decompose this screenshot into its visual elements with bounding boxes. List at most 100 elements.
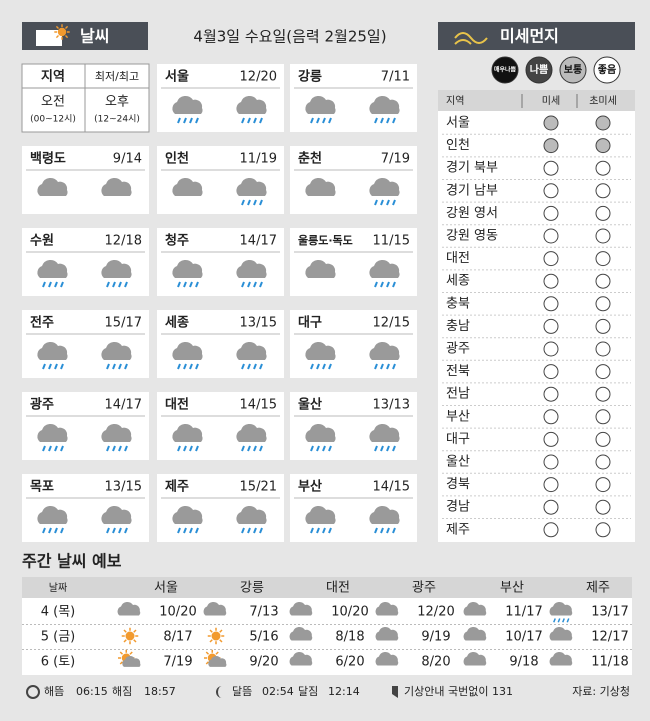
city-temp: 15/17 xyxy=(105,316,142,331)
city-name: 수원 xyxy=(30,234,54,249)
dust-icon xyxy=(454,32,488,45)
dust-pm10 xyxy=(543,296,559,312)
city-name: 전주 xyxy=(30,315,54,331)
sunrise-label: 해뜸 xyxy=(44,684,64,698)
weekly-title: 주간 날씨 예보 xyxy=(22,552,122,571)
dust-region: 세종 xyxy=(446,274,470,289)
dust-region: 경기 북부 xyxy=(446,161,498,176)
dust-pm25 xyxy=(595,228,611,244)
city-temp: 14/15 xyxy=(240,398,277,413)
dust-pm10 xyxy=(543,183,559,199)
weekly-temp: 6/20 xyxy=(335,655,364,670)
dust-pm10 xyxy=(543,160,559,176)
weekly-temp: 10/20 xyxy=(159,605,196,620)
city-card xyxy=(22,146,149,214)
city-temp: 13/15 xyxy=(240,316,277,331)
weekly-column: 부산 xyxy=(500,581,524,596)
dust-pm10 xyxy=(543,341,559,357)
city-temp: 14/15 xyxy=(373,480,410,495)
city-temp: 7/11 xyxy=(381,70,410,85)
weekly-column: 날짜 xyxy=(49,582,67,594)
weekly-temp: 12/20 xyxy=(417,605,454,620)
sunrise: 06:15 xyxy=(76,685,108,698)
dust-panel xyxy=(438,90,635,542)
city-temp: 12/15 xyxy=(373,316,410,331)
legend-pm-hours: (12~24시) xyxy=(94,114,140,125)
dust-pm10 xyxy=(543,431,559,447)
moonset-label: 달짐 xyxy=(298,685,318,698)
info-icon xyxy=(392,686,398,698)
moon-icon xyxy=(216,686,222,698)
dust-region: 전남 xyxy=(446,387,470,402)
dust-pm25 xyxy=(595,138,611,154)
dust-region: 경북 xyxy=(446,477,470,492)
dust-pm25 xyxy=(595,364,611,380)
dust-pm10 xyxy=(543,228,559,244)
weekly-temp: 11/17 xyxy=(505,605,542,620)
moonrise: 02:54 xyxy=(262,685,294,698)
dust-pm25 xyxy=(595,251,611,267)
sunset-label: 해짐 xyxy=(112,684,132,698)
dust-region: 경남 xyxy=(446,500,470,515)
dust-region: 서울 xyxy=(446,116,470,131)
dust-pm10 xyxy=(543,364,559,380)
sun-icon xyxy=(26,685,40,699)
city-name: 대구 xyxy=(298,316,322,331)
weekly-column: 서울 xyxy=(154,581,178,596)
city-name: 목포 xyxy=(30,480,54,495)
dust-pm10 xyxy=(543,522,559,538)
dust-column: 미세 xyxy=(542,95,560,107)
dust-level: 보통 xyxy=(564,64,582,76)
moonset: 12:14 xyxy=(328,685,360,698)
legend-pm: 오후 xyxy=(105,95,129,110)
weekly-temp: 5/16 xyxy=(249,630,278,645)
dust-pm10 xyxy=(543,386,559,402)
weather-title: 날씨 xyxy=(80,27,109,46)
dust-pm25 xyxy=(595,183,611,199)
dust-pm10 xyxy=(543,318,559,334)
dust-header xyxy=(438,90,635,111)
dust-region: 전북 xyxy=(446,364,470,379)
city-name: 대전 xyxy=(165,397,189,413)
dust-pm25 xyxy=(595,499,611,515)
city-temp: 13/15 xyxy=(105,480,142,495)
city-card xyxy=(290,146,417,214)
city-temp: 12/18 xyxy=(105,234,142,249)
dust-pm25 xyxy=(595,160,611,176)
dust-level: 좋음 xyxy=(598,64,616,76)
dust-level-circle xyxy=(593,56,621,84)
weekly-date: 6 (토) xyxy=(41,655,76,670)
dust-pm10 xyxy=(543,499,559,515)
dust-column: 지역 xyxy=(446,95,464,107)
city-temp: 14/17 xyxy=(105,398,142,413)
weekly-header xyxy=(22,577,632,598)
city-name: 부산 xyxy=(298,479,322,495)
city-name: 세종 xyxy=(165,316,189,331)
weekly-column: 광주 xyxy=(412,581,436,596)
weekly-date: 4 (목) xyxy=(41,605,76,620)
city-temp: 13/13 xyxy=(373,398,410,413)
city-name: 강릉 xyxy=(298,69,322,85)
weekly-column: 강릉 xyxy=(240,581,264,596)
dust-pm25 xyxy=(595,296,611,312)
dust-level-circle xyxy=(525,56,553,84)
dust-pm25 xyxy=(595,477,611,493)
dust-pm10 xyxy=(543,138,559,154)
dust-pm25 xyxy=(595,341,611,357)
dust-pm10 xyxy=(543,477,559,493)
dust-region: 경기 남부 xyxy=(446,183,498,198)
sunset: 18:57 xyxy=(144,685,176,698)
city-temp: 7/19 xyxy=(381,152,410,167)
legend-am: 오전 xyxy=(41,95,65,110)
dust-region: 강원 영서 xyxy=(446,206,498,221)
dust-level: 나쁨 xyxy=(530,63,548,76)
source: 자료: 기상청 xyxy=(572,685,630,698)
dust-region: 제주 xyxy=(446,522,470,537)
weather-icon xyxy=(121,627,139,645)
dust-pm25 xyxy=(595,205,611,221)
dust-pm10 xyxy=(543,409,559,425)
date: 4월3일 수요일(음력 2월25일) xyxy=(193,28,386,46)
dust-pm25 xyxy=(595,273,611,289)
dust-pm10 xyxy=(543,273,559,289)
dust-region: 광주 xyxy=(446,342,470,357)
